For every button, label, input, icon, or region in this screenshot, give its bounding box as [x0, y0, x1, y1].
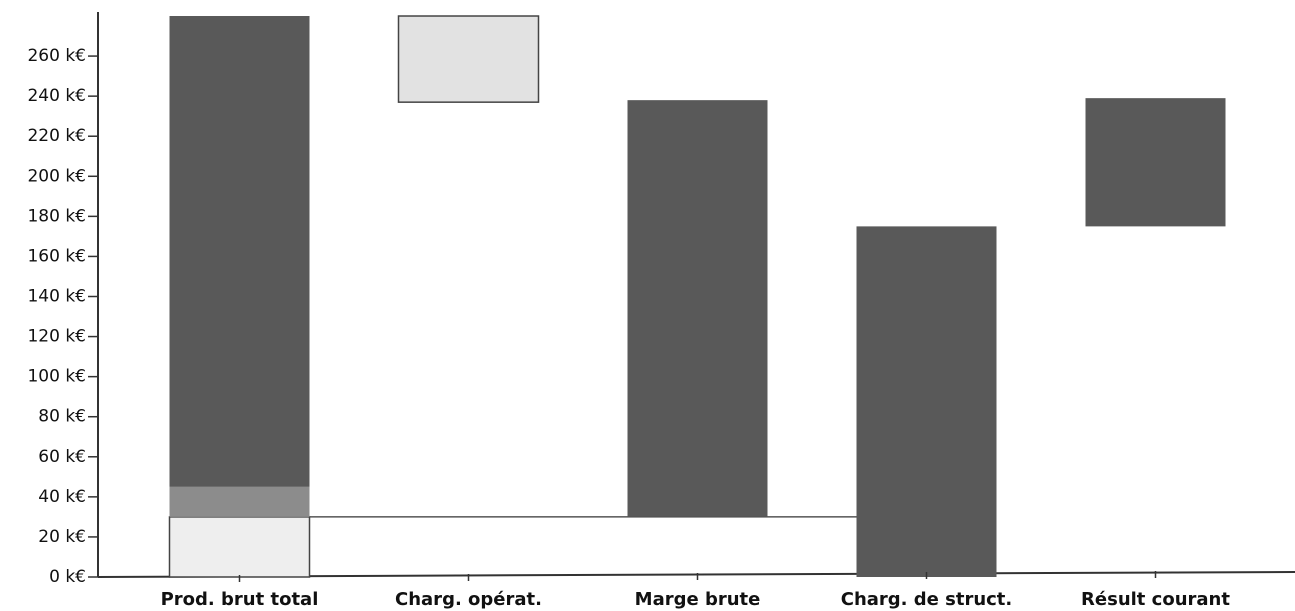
y-tick-label: 120 k€: [27, 327, 86, 347]
y-tick-label: 140 k€: [27, 287, 86, 307]
x-tick-label: Marge brute: [635, 589, 761, 610]
y-tick-label: 160 k€: [27, 246, 86, 266]
y-tick-label: 0 k€: [49, 567, 86, 587]
y-tick-label: 20 k€: [38, 527, 86, 547]
y-tick-label: 220 k€: [27, 126, 86, 146]
bar-segment: [397, 15, 540, 103]
y-tick-label: 60 k€: [38, 447, 86, 467]
bar-segment: [1085, 98, 1226, 227]
y-tick-label: 100 k€: [27, 367, 86, 387]
y-tick-label: 40 k€: [38, 487, 86, 507]
y-tick-label: 180 k€: [27, 206, 86, 226]
x-tick-label: Prod. brut total: [161, 589, 319, 610]
bar-segment: [168, 516, 311, 578]
bar-segment: [856, 226, 997, 577]
bar-segment: [169, 486, 310, 517]
x-tick-label: Résult courant: [1081, 589, 1230, 610]
bar-segment: [627, 100, 768, 517]
y-tick-label: 200 k€: [27, 166, 86, 186]
y-tick-label: 240 k€: [27, 86, 86, 106]
bar-segment: [169, 16, 310, 487]
y-tick-label: 260 k€: [27, 46, 86, 66]
x-tick-label: Charg. de struct.: [841, 589, 1013, 610]
x-tick-label: Charg. opérat.: [395, 589, 542, 610]
y-tick-label: 80 k€: [38, 407, 86, 427]
